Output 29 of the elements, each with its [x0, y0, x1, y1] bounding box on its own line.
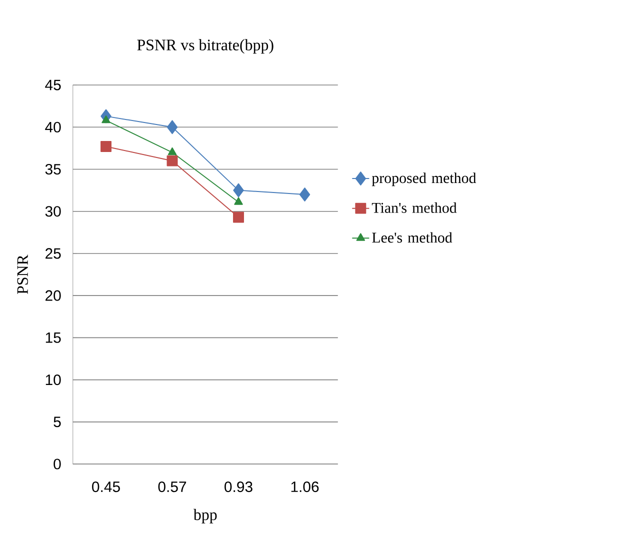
y-tick-label: 15	[46, 332, 61, 343]
point	[299, 188, 310, 202]
x-axis-title: bpp	[193, 508, 217, 524]
point	[233, 212, 244, 223]
x-tick-label: 0.57	[158, 481, 186, 492]
y-tick-label: 25	[46, 248, 61, 259]
y-tick-label: 20	[46, 290, 61, 301]
y-axis-title: PSNR	[17, 254, 28, 294]
point	[102, 115, 110, 124]
point	[166, 155, 178, 166]
point	[166, 120, 178, 134]
legend-label: Lee's method	[372, 232, 452, 243]
y-tick-label: 45	[45, 80, 61, 90]
legend-label: proposed method	[372, 172, 476, 186]
point	[168, 147, 177, 156]
legend-label: Tian's method	[372, 202, 457, 213]
x-tick-label: 1.06	[291, 481, 319, 492]
y-tick-label: 40	[45, 122, 61, 132]
y-tick-label: 30	[45, 206, 61, 217]
point	[100, 141, 112, 152]
y-tick-label: 5	[54, 416, 61, 428]
point	[233, 183, 244, 198]
y-tick-label: 35	[45, 164, 61, 175]
x-tick-label: 0.45	[92, 481, 120, 492]
x-tick-label: 0.93	[224, 481, 252, 492]
chart-title: PSNR vs bitrate(bpp)	[137, 39, 274, 54]
y-tick-label: 0	[54, 458, 61, 470]
point	[234, 197, 243, 205]
y-tick-label: 10	[46, 374, 61, 386]
